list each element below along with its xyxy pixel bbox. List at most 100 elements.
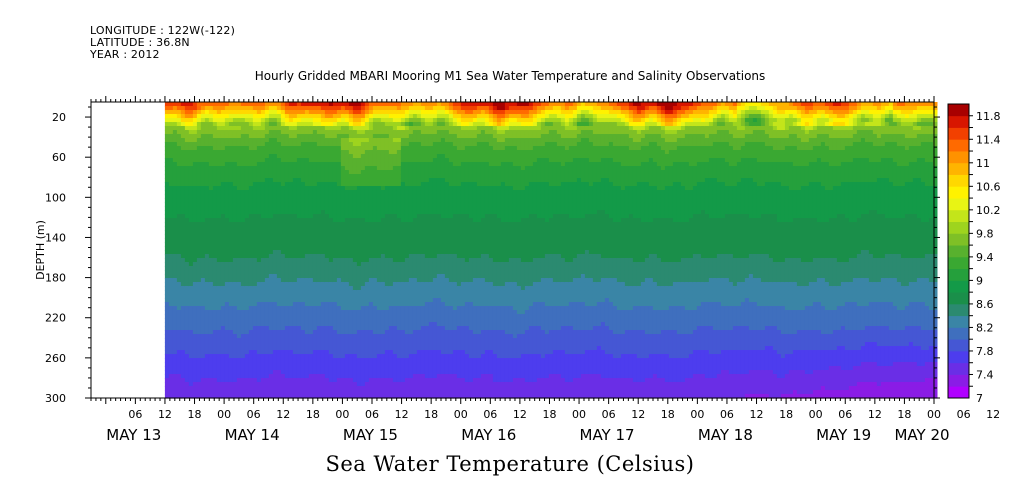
temperature-cell: [344, 262, 350, 267]
temperature-cell: [232, 302, 238, 307]
temperature-cell: [180, 382, 186, 387]
temperature-cell: [192, 130, 198, 135]
temperature-cell: [252, 342, 258, 347]
temperature-cell: [432, 226, 438, 231]
temperature-cell: [276, 258, 282, 263]
temperature-cell: [388, 258, 394, 263]
temperature-cell: [316, 182, 322, 187]
temperature-cell: [328, 186, 334, 191]
temperature-cell: [284, 202, 290, 207]
temperature-cell: [332, 138, 338, 143]
temperature-cell: [376, 366, 382, 371]
temperature-cell: [300, 158, 306, 163]
temperature-cell: [216, 258, 222, 263]
temperature-cell: [424, 298, 430, 303]
temperature-cell: [244, 314, 250, 319]
temperature-cell: [248, 222, 254, 227]
temperature-cell: [276, 386, 282, 391]
temperature-cell: [300, 346, 306, 351]
temperature-cell: [288, 186, 294, 191]
temperature-cell: [228, 146, 234, 151]
temperature-cell: [336, 330, 342, 335]
temperature-cell: [364, 250, 370, 255]
temperature-cell: [224, 266, 230, 271]
temperature-cell: [308, 294, 314, 299]
temperature-cell: [360, 154, 366, 159]
temperature-cell: [276, 270, 282, 275]
temperature-cell: [396, 242, 402, 247]
temperature-cell: [404, 262, 410, 267]
temperature-cell: [396, 182, 402, 187]
temperature-cell: [284, 102, 290, 107]
temperature-cell: [320, 154, 326, 159]
temperature-cell: [168, 354, 174, 359]
temperature-cell: [396, 186, 402, 191]
temperature-cell: [292, 210, 298, 215]
temperature-cell: [284, 182, 290, 187]
temperature-cell: [308, 282, 314, 287]
temperature-cell: [420, 366, 426, 371]
temperature-cell: [420, 134, 426, 139]
temperature-cell: [252, 106, 258, 111]
temperature-cell: [164, 310, 170, 315]
temperature-cell: [228, 230, 234, 235]
temperature-cell: [168, 322, 174, 327]
temperature-cell: [336, 374, 342, 379]
temperature-cell: [316, 374, 322, 379]
temperature-cell: [200, 158, 206, 163]
temperature-cell: [212, 142, 218, 147]
temperature-cell: [392, 294, 398, 299]
temperature-cell: [316, 162, 322, 167]
temperature-cell: [344, 254, 350, 259]
temperature-cell: [348, 346, 354, 351]
temperature-cell: [196, 354, 202, 359]
temperature-cell: [332, 314, 338, 319]
temperature-cell: [240, 234, 246, 239]
temperature-cell: [280, 178, 286, 183]
temperature-cell: [216, 286, 222, 291]
temperature-cell: [232, 338, 238, 343]
temperature-cell: [300, 330, 306, 335]
temperature-cell: [312, 294, 318, 299]
temperature-cell: [296, 386, 302, 391]
temperature-cell: [396, 154, 402, 159]
temperature-cell: [328, 102, 334, 107]
temperature-cell: [244, 358, 250, 363]
temperature-cell: [380, 262, 386, 267]
temperature-cell: [296, 342, 302, 347]
temperature-cell: [352, 138, 358, 143]
temperature-cell: [384, 366, 390, 371]
temperature-cell: [412, 334, 418, 339]
temperature-cell: [304, 142, 310, 147]
temperature-cell: [288, 390, 294, 395]
temperature-cell: [192, 374, 198, 379]
temperature-cell: [180, 158, 186, 163]
temperature-cell: [412, 126, 418, 131]
temperature-cell: [248, 330, 254, 335]
temperature-cell: [192, 174, 198, 179]
temperature-cell: [300, 366, 306, 371]
temperature-cell: [252, 270, 258, 275]
temperature-cell: [208, 178, 214, 183]
temperature-cell: [208, 262, 214, 267]
temperature-cell: [284, 186, 290, 191]
temperature-cell: [328, 382, 334, 387]
temperature-cell: [396, 122, 402, 127]
temperature-cell: [176, 134, 182, 139]
temperature-cell: [284, 386, 290, 391]
temperature-cell: [424, 318, 430, 323]
temperature-cell: [172, 266, 178, 271]
temperature-cell: [380, 234, 386, 239]
temperature-cell: [344, 106, 350, 111]
temperature-cell: [240, 266, 246, 271]
temperature-cell: [340, 126, 346, 131]
temperature-cell: [332, 230, 338, 235]
temperature-cell: [276, 358, 282, 363]
temperature-cell: [172, 154, 178, 159]
temperature-cell: [232, 202, 238, 207]
temperature-cell: [412, 270, 418, 275]
temperature-cell: [376, 222, 382, 227]
temperature-cell: [168, 346, 174, 351]
temperature-cell: [260, 310, 266, 315]
temperature-cell: [252, 158, 258, 163]
